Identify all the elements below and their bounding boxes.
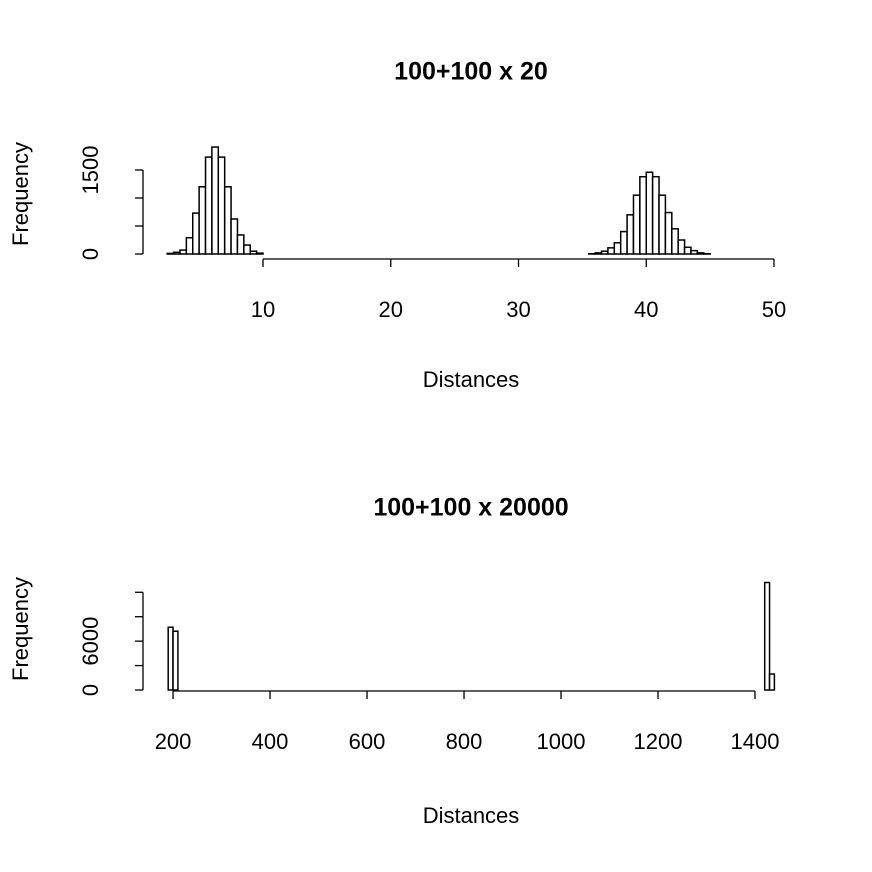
y-tick-label: 1500 <box>78 146 103 195</box>
x-tick-label: 20 <box>379 297 403 322</box>
bar <box>619 230 628 255</box>
bar <box>217 156 226 255</box>
bar <box>677 239 686 255</box>
x-tick-label: 30 <box>506 297 530 322</box>
bar <box>768 673 776 691</box>
bar <box>690 249 699 255</box>
bar <box>172 251 181 255</box>
bar <box>191 212 200 255</box>
x-tick-label: 200 <box>155 729 192 754</box>
y-axis-label: Frequency <box>8 142 33 246</box>
bar <box>658 194 667 255</box>
y-tick-label: 6000 <box>78 617 103 666</box>
y-tick-label: 0 <box>78 684 103 696</box>
x-tick-label: 40 <box>634 297 658 322</box>
bar <box>211 146 220 255</box>
bar <box>172 630 179 691</box>
bar <box>645 171 654 255</box>
bar <box>607 247 616 255</box>
bar <box>204 156 213 255</box>
x-tick-label: 10 <box>251 297 275 322</box>
bar <box>613 242 622 255</box>
bar <box>236 234 245 255</box>
bar <box>185 237 194 255</box>
chart-title: 100+100 x 20 <box>394 58 548 86</box>
bar <box>664 211 673 255</box>
bar <box>594 252 603 255</box>
x-axis-label: Distances <box>423 367 520 392</box>
bar <box>249 250 258 255</box>
x-tick-label: 1200 <box>634 729 683 754</box>
bar <box>166 252 175 255</box>
x-tick-label: 1400 <box>731 729 780 754</box>
bar <box>671 228 679 255</box>
chart-title: 100+100 x 20000 <box>373 494 568 522</box>
bar <box>626 214 635 255</box>
bar <box>223 186 232 255</box>
bar <box>696 252 705 255</box>
x-tick-label: 400 <box>252 729 289 754</box>
x-tick-label: 50 <box>762 297 786 322</box>
x-tick-label: 600 <box>349 729 386 754</box>
bar <box>243 244 251 255</box>
bar <box>651 175 660 255</box>
bar <box>639 175 648 255</box>
bar <box>683 246 692 255</box>
y-tick-label: 0 <box>78 248 103 260</box>
bar <box>230 218 239 255</box>
x-tick-label: 1000 <box>537 729 586 754</box>
bar <box>600 250 609 255</box>
bar <box>763 581 771 691</box>
bar <box>632 194 641 255</box>
bar <box>198 186 207 255</box>
y-axis-label: Frequency <box>8 577 33 681</box>
bar <box>179 249 188 255</box>
bar <box>255 252 264 255</box>
x-axis-label: Distances <box>423 803 520 828</box>
x-tick-label: 800 <box>446 729 483 754</box>
